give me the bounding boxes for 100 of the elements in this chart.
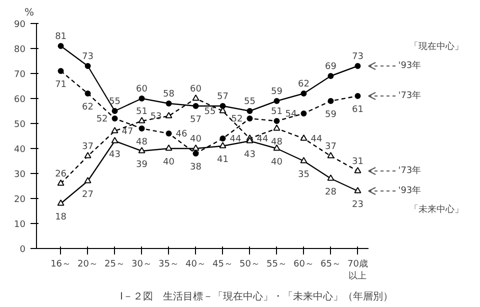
point [58, 68, 64, 74]
y-tick-label: 60 [14, 95, 26, 105]
point [300, 157, 308, 164]
data-label: 52 [96, 114, 108, 124]
data-label: 55 [109, 97, 121, 107]
text: '73年 [398, 90, 422, 101]
y-tick-label: 80 [14, 45, 26, 55]
data-label: 37 [325, 142, 336, 152]
x-tick-label: 45～ [212, 260, 233, 270]
point [84, 63, 91, 69]
point [219, 142, 226, 148]
text: Ⅰ－２図 生活目標－「現在中心」・「未来中心」（年層別） [120, 290, 393, 302]
point [300, 90, 307, 96]
x-tick-label: 16～ [50, 260, 72, 270]
data-label: 18 [55, 212, 67, 222]
data-label: 48 [136, 138, 148, 148]
x-tick-label: 60～ [294, 260, 314, 270]
x-tick-label: 25～ [104, 260, 126, 270]
data-label: 73 [82, 52, 94, 62]
data-label: 43 [109, 150, 121, 160]
y-tick-label: 70 [14, 70, 26, 80]
point [328, 98, 334, 104]
point [273, 144, 280, 151]
text: '93年 [398, 185, 422, 196]
data-label: 55 [204, 107, 216, 117]
data-label: 47 [122, 127, 134, 137]
data-label: 52 [231, 114, 243, 124]
data-label: 71 [55, 80, 67, 90]
point [354, 187, 362, 194]
data-label: 28 [325, 188, 337, 198]
point [138, 96, 145, 102]
y-tick-label: 50 [14, 120, 26, 130]
point [300, 134, 308, 141]
point [111, 127, 118, 134]
point [354, 63, 361, 69]
data-label: 81 [55, 32, 67, 42]
data-label: 46 [176, 130, 188, 140]
data-label: 26 [55, 170, 67, 180]
point [327, 174, 334, 181]
point [273, 124, 280, 131]
data-label: 58 [163, 90, 175, 100]
point [327, 152, 334, 158]
point [246, 116, 253, 122]
data-label: 48 [271, 138, 283, 148]
data-label: 39 [136, 160, 148, 170]
y-tick-label: 10 [14, 220, 26, 230]
point [138, 126, 145, 132]
point [354, 93, 361, 99]
y-tick-label: 20 [14, 195, 26, 205]
y-tick-label: 90 [14, 20, 26, 30]
data-label: 62 [82, 102, 94, 112]
x-tick-label: 50～ [240, 260, 260, 270]
data-label: 41 [217, 155, 228, 165]
data-label: 51 [271, 107, 282, 117]
point [166, 100, 172, 106]
point [246, 137, 254, 144]
data-label: 35 [298, 170, 310, 180]
x-tick-label: 40～ [186, 260, 206, 270]
point [57, 200, 64, 206]
data-label: 51 [136, 107, 148, 117]
point [58, 43, 64, 49]
data-label: 40 [163, 158, 175, 168]
point [192, 103, 199, 109]
data-label: 69 [325, 62, 337, 72]
point [111, 137, 118, 144]
text: 「現在中心」 [410, 41, 464, 52]
x-tick-label: 30～ [132, 260, 152, 270]
point [165, 144, 172, 151]
y-tick-label: 40 [14, 145, 26, 155]
data-label: 59 [271, 87, 283, 97]
point [166, 130, 172, 136]
point [112, 108, 118, 114]
data-label: 44 [256, 134, 268, 144]
data-label: 37 [82, 142, 94, 152]
data-label: 40 [271, 158, 283, 168]
data-label: 44 [310, 134, 322, 144]
point [84, 177, 92, 184]
text: '73年 [398, 165, 422, 176]
point [246, 108, 253, 114]
data-label: 55 [244, 97, 256, 107]
data-label: 61 [352, 105, 364, 115]
y-tick-label: 0 [20, 245, 26, 255]
point [192, 150, 199, 156]
data-label: 57 [217, 92, 228, 102]
point [112, 116, 118, 122]
point [138, 147, 146, 154]
text: '93年 [398, 60, 422, 71]
y-tick-label: 30 [14, 170, 26, 180]
text: 「未来中心」 [410, 204, 464, 215]
y-axis-title: % [24, 8, 34, 18]
x-tick-label: 35～ [158, 260, 179, 270]
x-tick-label: 70歳以上 [348, 258, 368, 282]
data-label: 57 [190, 115, 202, 125]
point [192, 94, 200, 101]
data-label: 54 [285, 110, 298, 120]
data-label: 60 [136, 84, 148, 94]
x-tick-label: 65～ [320, 260, 341, 270]
data-label: 44 [230, 134, 242, 144]
point [328, 73, 334, 79]
point [300, 110, 307, 116]
